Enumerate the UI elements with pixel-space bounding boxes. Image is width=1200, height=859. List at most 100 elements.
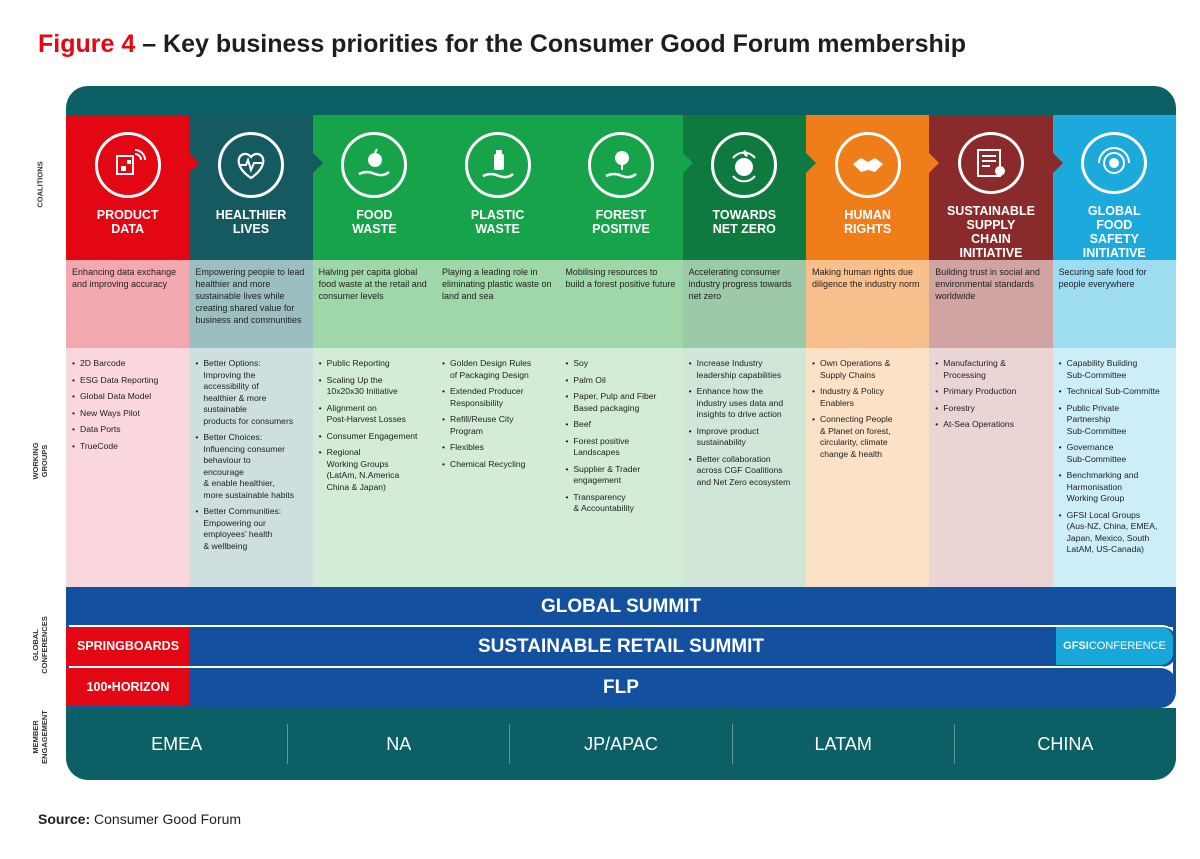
coalition-header: PLASTIC WASTE [435, 115, 570, 260]
working-group-item: Manufacturing & Processing [935, 358, 1048, 381]
working-group-item: GFSI Local Groups (Aus-NZ, China, EMEA, … [1059, 510, 1172, 556]
working-group-item: Refill/Reuse City Program [442, 414, 555, 437]
coalition-column: TOWARDS NET ZERO Accelerating consumer in… [682, 115, 816, 587]
working-group-item: Improve product sustainability [689, 426, 802, 449]
working-group-item: Consumer Engagement [319, 431, 432, 443]
working-group-item: Palm Oil [565, 375, 678, 387]
chevron-right-icon [929, 153, 940, 173]
flp-band: FLP [66, 666, 1176, 708]
coalition-name: SUSTAINABLE SUPPLY CHAIN INITIATIVE [946, 204, 1035, 260]
coalition-column: GLOBAL FOOD SAFETY INITIATIVE Securing sa… [1052, 115, 1176, 587]
figure-caption: – Key business priorities for the Consum… [135, 30, 966, 58]
region-jp-apac: JP/APAC [509, 724, 731, 764]
working-group-item: Extended Producer Responsibility [442, 386, 555, 409]
chevron-right-icon [189, 153, 200, 173]
working-group-item: Forestry [935, 403, 1048, 415]
coalition-description: Playing a leading role in eliminating pl… [435, 260, 560, 348]
chevron-right-icon [312, 153, 323, 173]
gfsi-conference-tag: GFSI CONFERENCE [1056, 627, 1173, 665]
working-groups-list: Better Options: Improving the accessibil… [189, 348, 313, 587]
figure-number: Figure 4 [38, 30, 136, 58]
chevron-right-icon [559, 153, 570, 173]
coalition-column: SUSTAINABLE SUPPLY CHAIN INITIATIVE Build… [929, 115, 1063, 587]
working-group-item: Forest positive Landscapes [565, 436, 678, 459]
heart-pulse-icon [217, 132, 284, 198]
working-group-item: Increase Industry leadership capabilitie… [689, 358, 802, 381]
coalition-header: GLOBAL FOOD SAFETY INITIATIVE [1052, 115, 1176, 260]
horizon-tag: 100•HORIZON [66, 668, 190, 706]
source-text: Consumer Good Forum [90, 811, 242, 827]
working-groups-list: Golden Design Rules of Packaging Design E… [435, 348, 560, 587]
working-group-item: Industry & Policy Enablers [812, 386, 925, 409]
working-group-item: Chemical Recycling [442, 459, 555, 471]
coalition-column: PLASTIC WASTE Playing a leading role in e… [435, 115, 570, 587]
working-group-item: Primary Production [935, 386, 1048, 398]
coalition-name: HEALTHIER LIVES [215, 208, 287, 236]
working-group-item: Flexibles [442, 442, 555, 454]
working-group-item: Enhance how the industry uses data and i… [689, 386, 802, 421]
working-group-item: Public Reporting [319, 358, 432, 370]
region-china: CHINA [953, 724, 1176, 764]
working-group-item: Technical Sub-Committe [1059, 386, 1172, 398]
coalition-description: Making human rights due diligence the in… [805, 260, 930, 348]
working-group-item: Better Choices: Influencing consumer beh… [195, 432, 308, 501]
figure-title: Figure 4 – Key business priorities for t… [38, 30, 966, 59]
coalition-columns: PRODUCT DATA Enhancing data exchange and … [66, 115, 1176, 587]
coalition-column: HUMAN RIGHTS Making human rights due dili… [805, 115, 940, 587]
working-groups-list: Public Reporting Scaling Up the 10x20x30 … [312, 348, 436, 587]
working-groups-list: Manufacturing & Processing Primary Produc… [929, 348, 1053, 587]
globe-leaf-icon [711, 132, 778, 198]
gfsi-label: GFSI [1063, 640, 1089, 652]
working-group-item: Scaling Up the 10x20x30 Initiative [319, 375, 432, 398]
working-group-item: Supplier & Trader engagement [565, 464, 678, 487]
coalition-header: FOREST POSITIVE [559, 115, 693, 260]
coalition-header: HUMAN RIGHTS [805, 115, 940, 260]
chevron-right-icon [682, 153, 693, 173]
working-group-item: Better Options: Improving the accessibil… [195, 358, 308, 427]
product-data-icon [94, 132, 161, 198]
coalition-description: Enhancing data exchange and improving ac… [66, 260, 190, 348]
working-group-item: Own Operations & Supply Chains [812, 358, 925, 381]
coalition-description: Mobilising resources to build a forest p… [559, 260, 683, 348]
working-groups-list: Capability Building Sub-Committee Technic… [1052, 348, 1176, 587]
coalition-header: PRODUCT DATA [66, 115, 200, 260]
working-group-item: Connecting People & Planet on forest, ci… [812, 414, 925, 460]
coalition-header: SUSTAINABLE SUPPLY CHAIN INITIATIVE [929, 115, 1063, 260]
certificate-icon [957, 132, 1024, 194]
coalition-name: PRODUCT DATA [96, 208, 159, 236]
coalition-header: HEALTHIER LIVES [189, 115, 323, 260]
coalition-column: PRODUCT DATA Enhancing data exchange and … [66, 115, 200, 587]
region-latam: LATAM [731, 724, 954, 764]
regions-bar: EMEA NA JP/APAC LATAM CHINA [66, 708, 1176, 780]
side-label-coalitions: COALITIONS [35, 161, 45, 208]
coalition-description: Accelerating consumer industry progress … [682, 260, 806, 348]
region-emea: EMEA [151, 734, 203, 754]
gfsi-conference-label: CONFERENCE [1088, 640, 1166, 652]
source-note: Source: Consumer Good Forum [38, 811, 241, 827]
chevron-right-icon [805, 153, 816, 173]
side-label-working-groups: WORKING GROUPS [31, 442, 49, 480]
working-group-item: TrueCode [72, 441, 185, 453]
source-label: Source: [38, 811, 91, 827]
chevron-right-icon [435, 153, 446, 173]
coalition-name: TOWARDS NET ZERO [712, 208, 777, 236]
working-group-item: Capability Building Sub-Committee [1059, 358, 1172, 381]
bottle-hand-icon [464, 132, 531, 198]
region-na: NA [287, 724, 509, 764]
working-group-item: New Ways Pilot [72, 408, 185, 420]
springboards-tag: SPRINGBOARDS [66, 627, 190, 665]
working-groups-list: Soy Palm Oil Paper, Pulp and Fiber Based p… [559, 348, 683, 587]
working-groups-list: 2D Barcode ESG Data Reporting Global Data … [66, 348, 190, 587]
gfsi-globe-icon [1081, 132, 1148, 194]
working-group-item: Golden Design Rules of Packaging Design [442, 358, 555, 381]
coalition-name: FOOD WASTE [352, 208, 397, 236]
working-group-item: Better Communities: Empowering our emplo… [195, 506, 308, 552]
working-group-item: At-Sea Operations [935, 419, 1048, 431]
tree-hand-icon [587, 132, 654, 198]
working-group-item: Beef [565, 419, 678, 431]
coalition-description: Building trust in social and environment… [929, 260, 1053, 348]
side-label-member-engagement: MEMBER ENGAGEMENT [31, 710, 49, 764]
global-summit-band: GLOBAL SUMMIT [66, 587, 1176, 627]
working-group-item: Public Private Partnership Sub-Committee [1059, 403, 1172, 438]
coalition-name: GLOBAL FOOD SAFETY INITIATIVE [1082, 204, 1146, 260]
